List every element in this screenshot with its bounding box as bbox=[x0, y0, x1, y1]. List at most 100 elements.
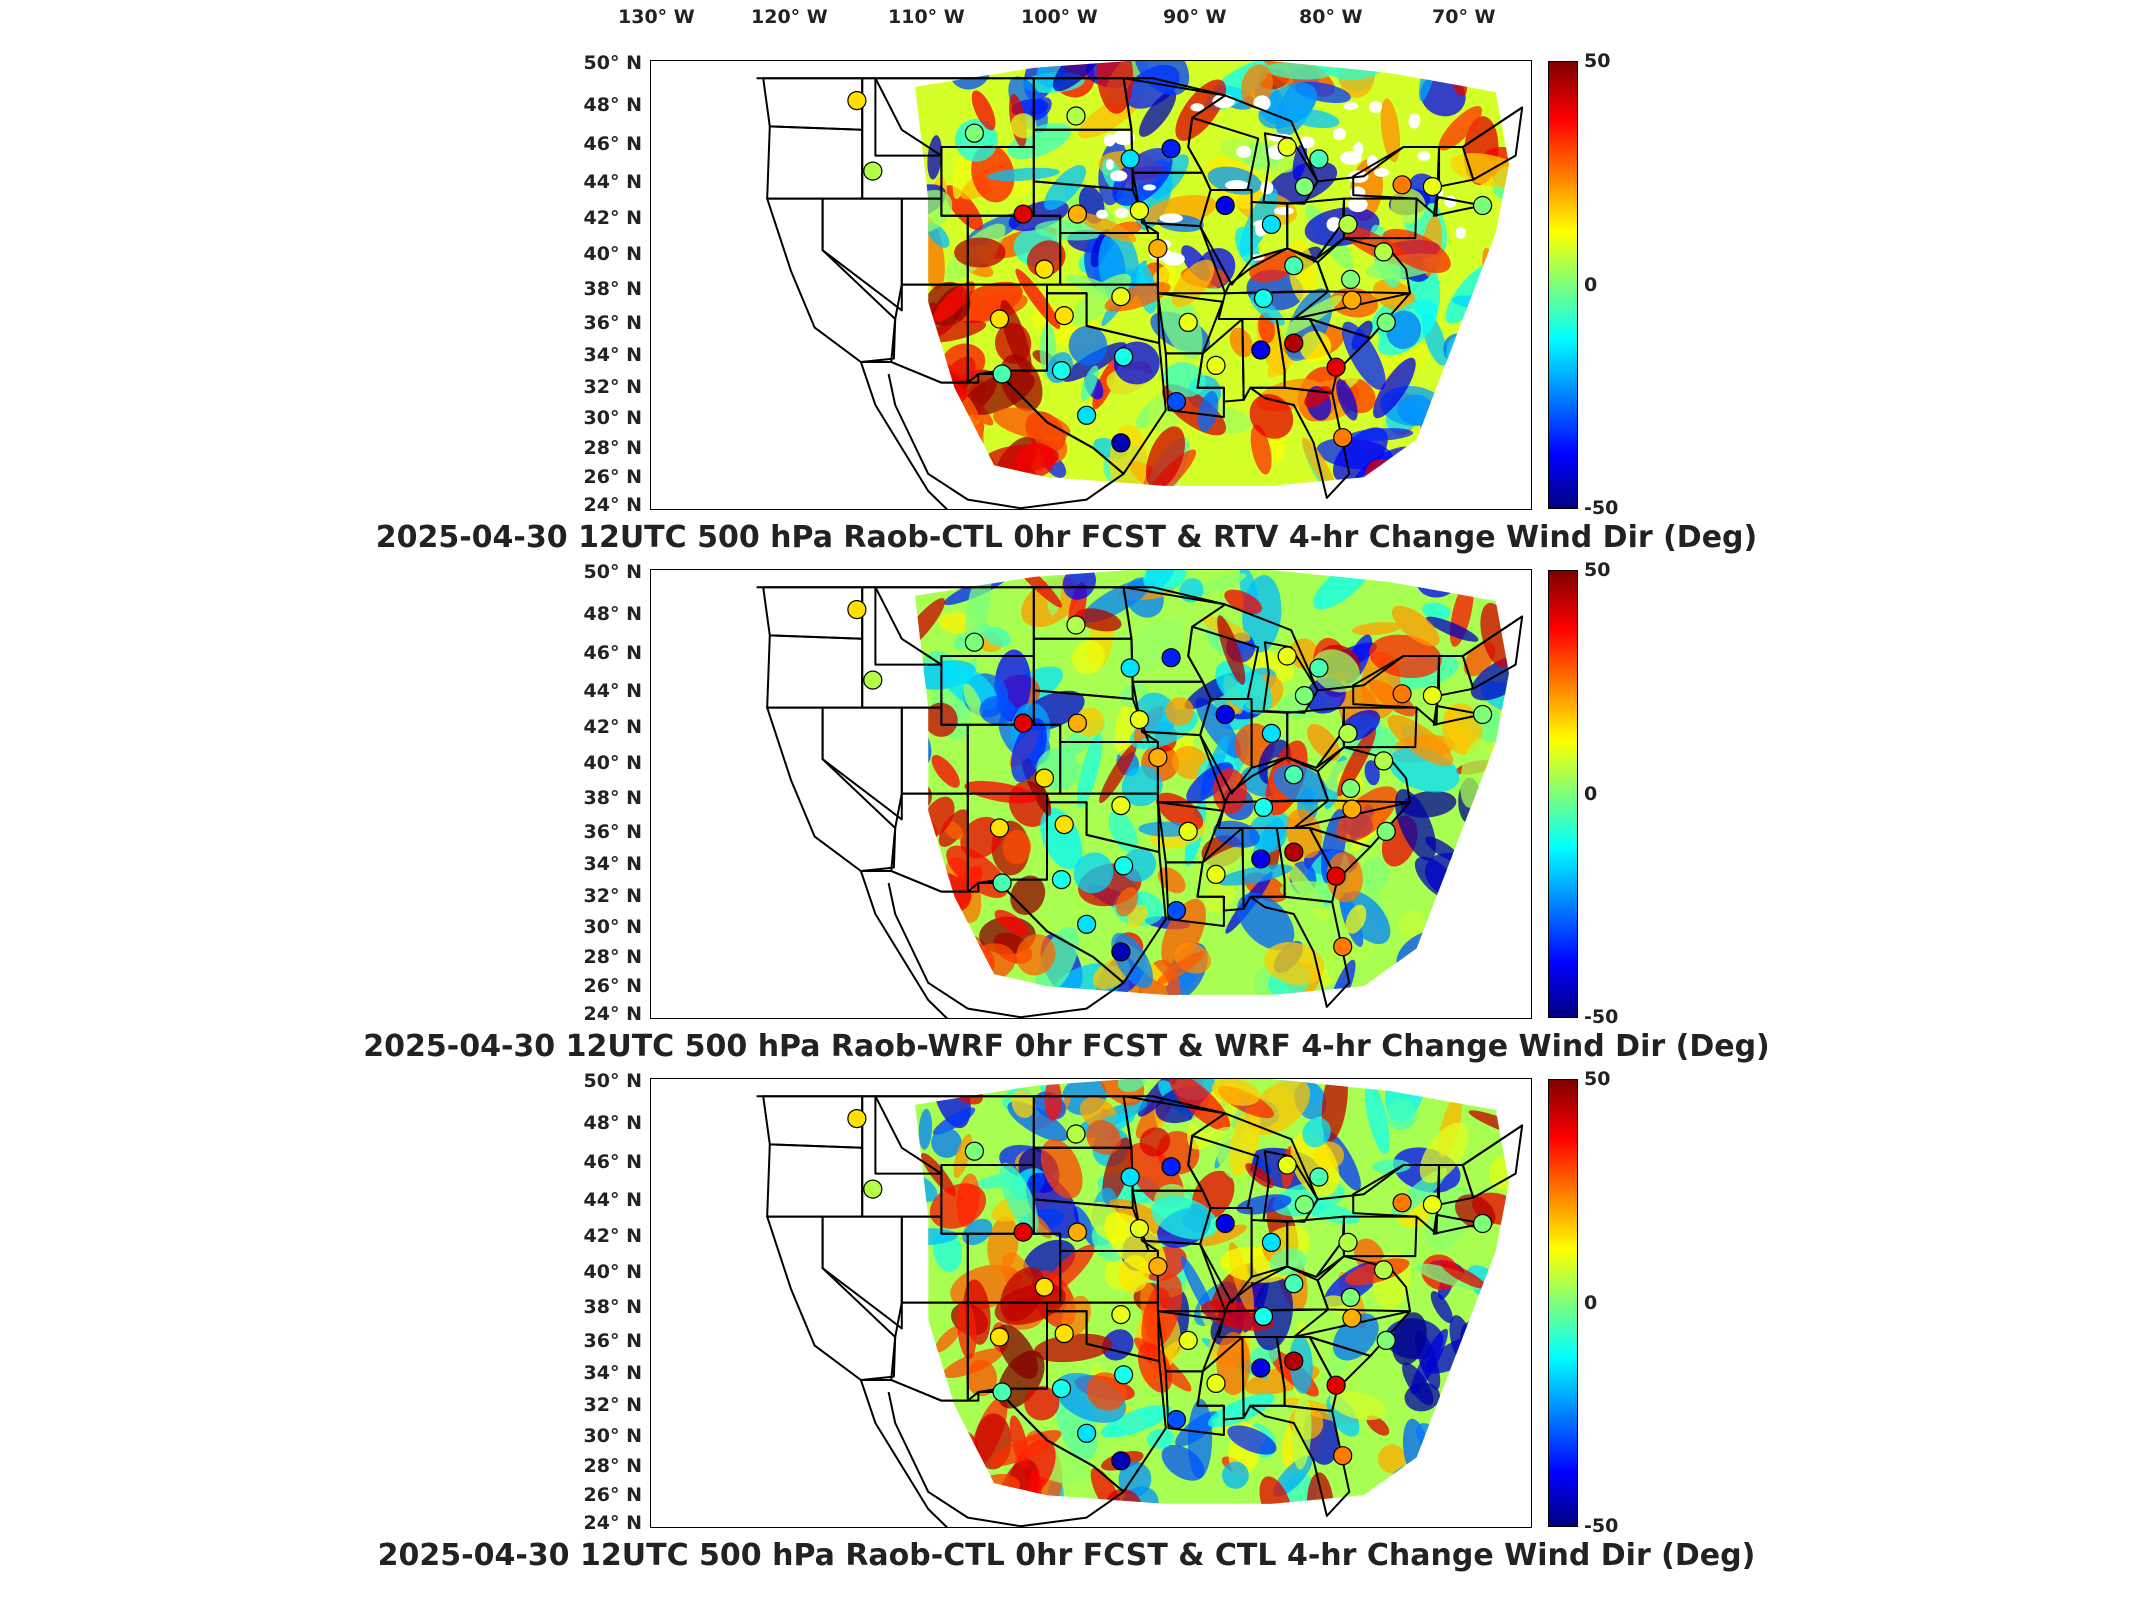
state-outline bbox=[821, 706, 903, 821]
raob-station-marker bbox=[1148, 747, 1168, 768]
raob-station-marker bbox=[1338, 723, 1358, 743]
raob-station-marker bbox=[1013, 204, 1033, 224]
state-outline bbox=[766, 1215, 897, 1381]
raob-station-marker bbox=[1114, 347, 1134, 367]
lat-label: 44° N bbox=[583, 1189, 642, 1211]
raob-station-marker bbox=[1373, 1260, 1394, 1280]
wind-direction-map bbox=[756, 1079, 1524, 1527]
lat-label: 36° N bbox=[583, 312, 642, 334]
raob-station-marker bbox=[1077, 914, 1097, 934]
lat-axis: 50° N 48° N 46° N 44° N 42° N 40° N 38° … bbox=[560, 509, 642, 1029]
raob-station-marker bbox=[992, 873, 1012, 893]
raob-station-marker bbox=[1067, 713, 1087, 733]
raob-station-marker bbox=[1338, 1232, 1358, 1252]
raob-station-marker bbox=[1111, 1451, 1131, 1471]
raob-station-marker bbox=[1253, 797, 1274, 817]
raob-station-marker bbox=[1251, 849, 1271, 869]
raob-station-marker bbox=[1161, 139, 1181, 159]
raob-station-marker bbox=[1294, 1194, 1315, 1215]
state-borders bbox=[756, 77, 1524, 509]
raob-station-marker bbox=[1034, 768, 1054, 788]
raob-station-marker bbox=[1342, 799, 1362, 819]
raob-station-marker bbox=[1051, 1379, 1072, 1399]
raob-station-marker bbox=[1333, 428, 1353, 448]
raob-station-marker bbox=[1120, 149, 1140, 169]
state-outline bbox=[1141, 221, 1227, 295]
lat-label: 32° N bbox=[583, 1394, 642, 1416]
map-frame bbox=[650, 60, 1532, 510]
raob-station-marker bbox=[1251, 340, 1271, 360]
international-border bbox=[756, 1095, 1523, 1201]
raob-stations bbox=[847, 1108, 1493, 1471]
lat-label: 34° N bbox=[583, 853, 642, 875]
raob-station-marker bbox=[1253, 1306, 1274, 1326]
state-outline bbox=[1432, 704, 1484, 726]
map-frame bbox=[650, 569, 1532, 1019]
raob-station-marker bbox=[1284, 1351, 1304, 1371]
lat-label: 32° N bbox=[583, 376, 642, 398]
raob-station-marker bbox=[1472, 704, 1493, 725]
raob-station-marker bbox=[992, 1382, 1012, 1402]
lat-label: 36° N bbox=[583, 821, 642, 843]
lat-label: 24° N bbox=[583, 1003, 642, 1025]
raob-station-marker bbox=[1373, 751, 1394, 771]
raob-station-marker bbox=[1294, 176, 1315, 197]
raob-station-marker bbox=[1054, 1324, 1074, 1344]
wind-direction-map bbox=[756, 570, 1524, 1018]
state-borders bbox=[756, 586, 1524, 1018]
lat-label: 46° N bbox=[583, 1151, 642, 1173]
lon-label: 110° W bbox=[888, 6, 965, 28]
raob-station-marker bbox=[989, 818, 1010, 838]
baja-coastline bbox=[859, 361, 949, 509]
lat-label: 46° N bbox=[583, 642, 642, 664]
state-outline bbox=[766, 197, 897, 363]
raob-stations bbox=[847, 90, 1493, 453]
state-outline bbox=[766, 125, 864, 200]
lat-label: 48° N bbox=[583, 603, 642, 625]
colorbar bbox=[1548, 570, 1578, 1018]
map-frame bbox=[650, 1078, 1532, 1528]
state-outline bbox=[766, 634, 864, 709]
raob-station-marker bbox=[1215, 1213, 1235, 1234]
raob-station-marker bbox=[1284, 765, 1304, 785]
lat-label: 50° N bbox=[583, 561, 642, 583]
raob-station-marker bbox=[1067, 1222, 1087, 1242]
raob-station-marker bbox=[1206, 1373, 1226, 1393]
raob-station-marker bbox=[1129, 710, 1149, 730]
raob-station-marker bbox=[1166, 392, 1187, 412]
lat-label: 44° N bbox=[583, 680, 642, 702]
raob-station-marker bbox=[1251, 1358, 1271, 1378]
raob-station-marker bbox=[1178, 1330, 1198, 1350]
raob-station-marker bbox=[847, 1108, 867, 1129]
raob-station-marker bbox=[1309, 1167, 1329, 1187]
lat-label: 24° N bbox=[583, 1512, 642, 1534]
raob-station-marker bbox=[1373, 242, 1394, 262]
raob-station-marker bbox=[847, 90, 867, 111]
raob-station-marker bbox=[1054, 815, 1074, 835]
lat-label: 26° N bbox=[583, 466, 642, 488]
lat-axis: 50° N 48° N 46° N 44° N 42° N 40° N 38° … bbox=[560, 0, 642, 520]
lat-label: 26° N bbox=[583, 975, 642, 997]
raob-station-marker bbox=[1326, 866, 1346, 886]
colorbar-min-label: -50 bbox=[1584, 1006, 1619, 1028]
raob-station-marker bbox=[1166, 901, 1187, 921]
raob-station-marker bbox=[1129, 201, 1149, 221]
state-outline bbox=[1199, 698, 1253, 795]
raob-station-marker bbox=[1392, 175, 1412, 195]
raob-station-marker bbox=[1034, 259, 1054, 279]
raob-station-marker bbox=[964, 1141, 984, 1161]
international-border bbox=[756, 586, 1523, 692]
lat-label: 40° N bbox=[583, 243, 642, 265]
lat-label: 50° N bbox=[583, 1070, 642, 1092]
lat-axis: 50° N 48° N 46° N 44° N 42° N 40° N 38° … bbox=[560, 1018, 642, 1538]
lat-label: 24° N bbox=[583, 494, 642, 516]
state-outline bbox=[1249, 386, 1351, 499]
raob-station-marker bbox=[1340, 1287, 1361, 1307]
raob-station-marker bbox=[1333, 1446, 1353, 1466]
raob-station-marker bbox=[1340, 269, 1361, 289]
lat-label: 50° N bbox=[583, 52, 642, 74]
lat-label: 32° N bbox=[583, 885, 642, 907]
panel-title: 2025-04-30 12UTC 500 hPa Raob-CTL 0hr FC… bbox=[375, 520, 1758, 555]
state-outline bbox=[1249, 895, 1351, 1008]
raob-station-marker bbox=[863, 1179, 883, 1199]
